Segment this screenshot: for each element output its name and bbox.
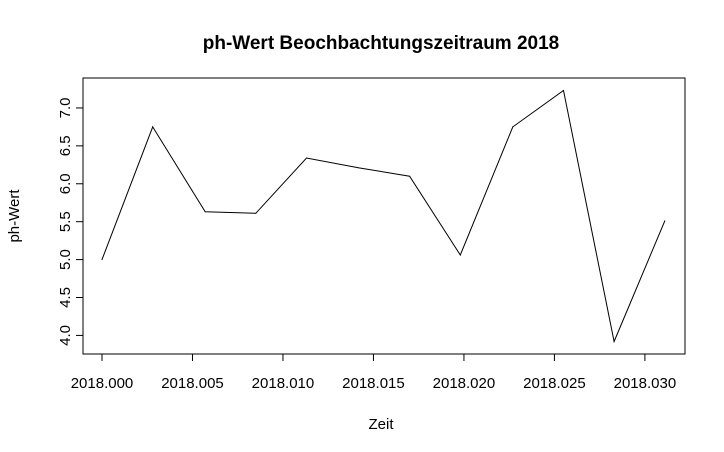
data-point xyxy=(563,90,564,91)
y-tick-label: 6.0 xyxy=(57,173,74,194)
y-tick-label: 4.0 xyxy=(57,325,74,346)
y-tick-label: 6.5 xyxy=(57,135,74,156)
plot-frame xyxy=(82,77,686,355)
data-point xyxy=(459,254,461,256)
x-tick-label: 2018.000 xyxy=(71,375,134,392)
x-axis-label: Zeit xyxy=(368,416,394,433)
x-axis: 2018.000 2018.005 2018.010 2018.015 2018.020… xyxy=(71,353,677,392)
data-point xyxy=(255,212,257,214)
x-tick-label: 2018.005 xyxy=(161,375,224,392)
series-layer xyxy=(101,89,666,344)
y-tick-label: 7.0 xyxy=(57,98,74,119)
data-point xyxy=(204,211,206,213)
data-point xyxy=(306,157,307,159)
chart-title: ph-Wert Beochbachtungszeitraum 2018 xyxy=(203,33,560,54)
x-tick-label: 2018.025 xyxy=(523,375,586,392)
x-tick-label: 2018.020 xyxy=(433,375,496,392)
data-point xyxy=(152,126,154,128)
data-point xyxy=(613,341,615,342)
data-point xyxy=(358,167,360,169)
x-tick-label: 2018.015 xyxy=(342,375,405,392)
y-axis: 4.0 4.5 5.0 5.5 6.0 6.5 7.0 xyxy=(57,98,84,346)
x-tick-label: 2018.010 xyxy=(252,375,315,392)
y-tick-label: 5.0 xyxy=(57,249,74,270)
y-tick-label: 5.5 xyxy=(57,211,74,232)
data-point xyxy=(512,126,514,128)
series-line xyxy=(101,89,666,344)
x-tick-label: 2018.030 xyxy=(614,375,677,392)
data-point xyxy=(409,175,411,177)
y-tick-label: 4.5 xyxy=(57,287,74,308)
data-point xyxy=(664,220,666,222)
y-axis-label: ph-Wert xyxy=(6,189,23,243)
data-point xyxy=(101,259,103,261)
